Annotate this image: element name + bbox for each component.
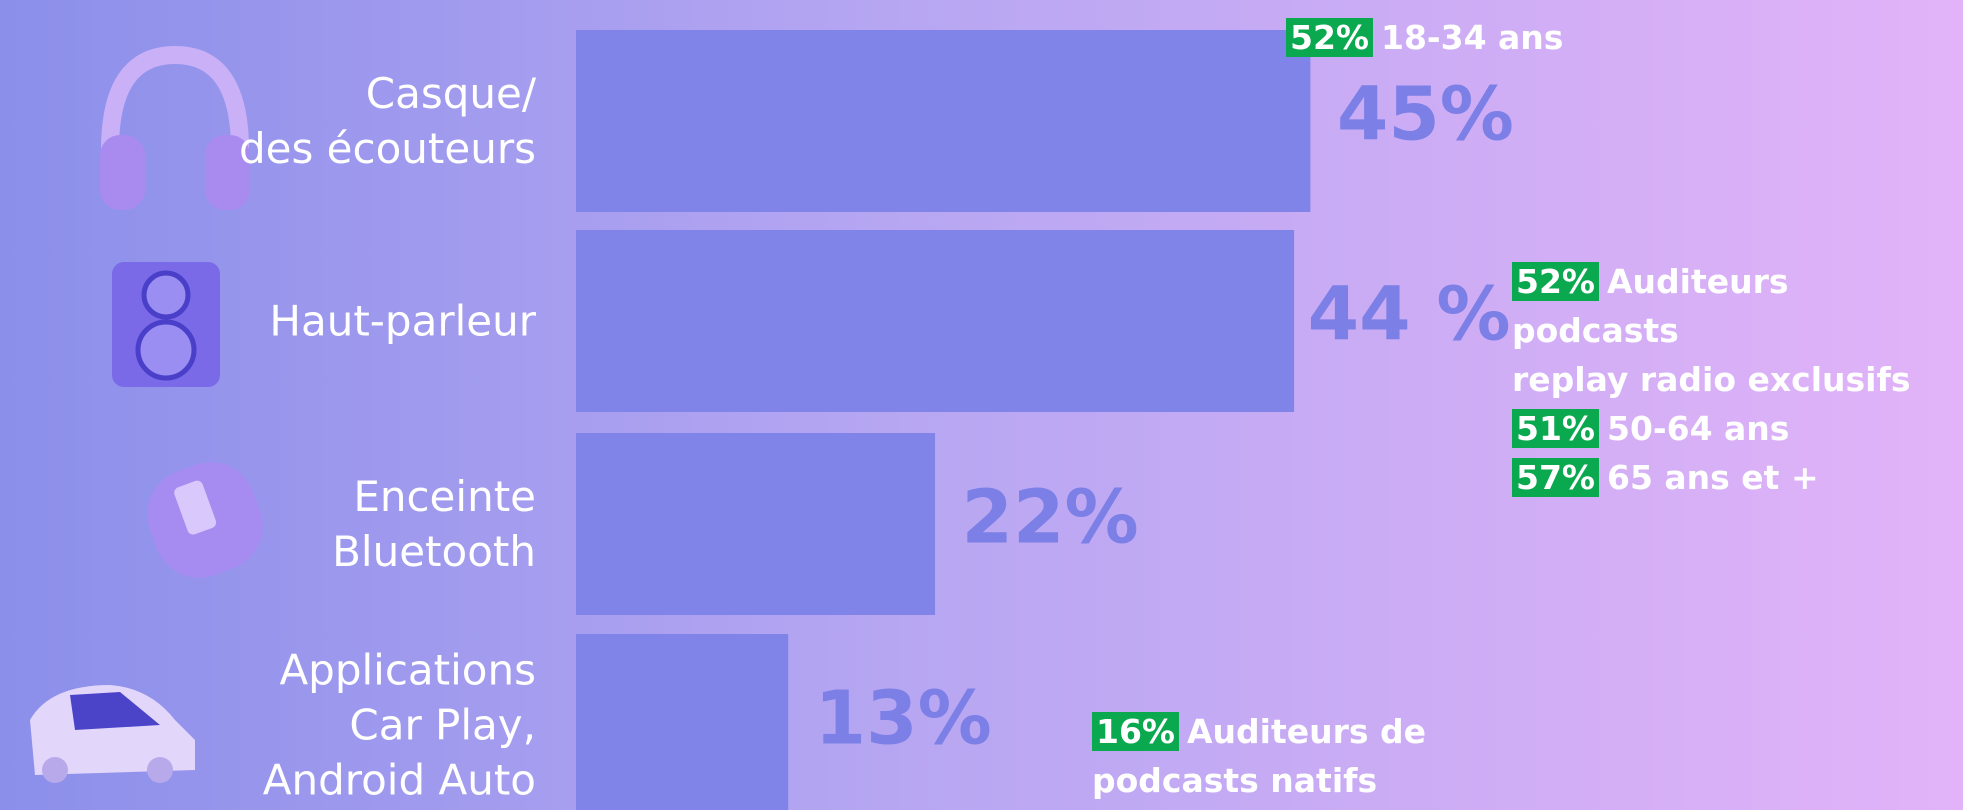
annotation: 52%18-34 ans [1286,13,1563,62]
badge: 52% [1512,262,1599,301]
annotation-item: 52%18-34 ans [1286,13,1563,62]
icon-car [30,685,195,783]
annotation-item: 52%Auditeurs podcasts replay radio exclu… [1512,257,1963,404]
annotation: 16%Auditeurs de podcasts natifs [1092,707,1426,805]
annotation-item: 51%50-64 ans [1512,404,1963,453]
annotation-item: 57%65 ans et + [1512,453,1963,502]
annotation-text: 50-64 ans [1607,409,1789,448]
bar [576,634,788,810]
annotation-text: 18-34 ans [1381,18,1563,57]
value-label: 45% [1337,72,1514,158]
badge: 16% [1092,712,1179,751]
page: 45%44 %22%13% (() => { const data = JSON… [0,0,1963,810]
category-label: Applications Car Play, Android Auto [263,643,536,808]
badge: 57% [1512,458,1599,497]
icon-headphones [100,55,250,210]
badge: 52% [1286,18,1373,57]
category-label: Casque/ des écouteurs [239,66,536,176]
icon-speaker [112,262,220,387]
bar [576,30,1310,212]
value-label: 44 % [1308,272,1511,358]
value-label: 13% [815,676,992,762]
bar [576,230,1294,412]
annotation-text: 65 ans et + [1607,458,1819,497]
bar [576,433,935,615]
badge: 51% [1512,409,1599,448]
annotation: 52%Auditeurs podcasts replay radio exclu… [1512,257,1963,502]
icon-bluetooth-speaker [135,450,276,591]
category-label: Enceinte Bluetooth [332,469,536,579]
category-label: Haut-parleur [269,294,536,349]
value-label: 22% [961,475,1138,561]
annotation-item: 16%Auditeurs de podcasts natifs [1092,707,1426,805]
